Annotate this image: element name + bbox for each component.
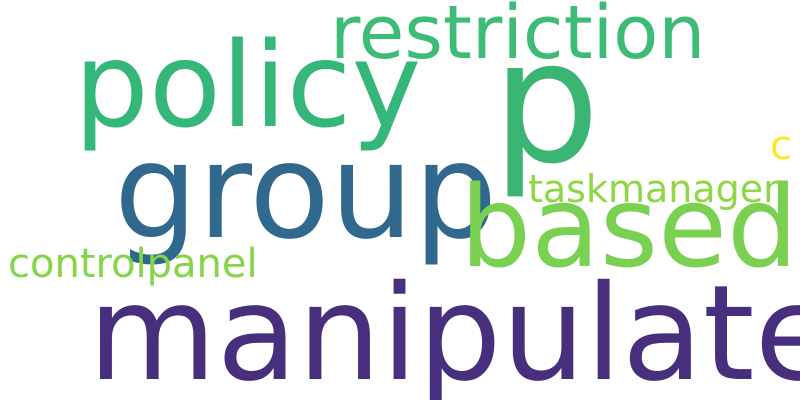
word-policy: policy (74, 16, 422, 154)
word-c: c (770, 123, 792, 169)
word-taskmanager: taskmanager (528, 167, 779, 211)
word-p: p (492, 4, 600, 202)
word-controlpanel: controlpanel (8, 241, 258, 287)
word-group: group (114, 115, 498, 269)
word-manipulate: manipulate (88, 257, 800, 400)
word-based: based (460, 163, 799, 293)
word-restriction: restriction (330, 0, 706, 76)
